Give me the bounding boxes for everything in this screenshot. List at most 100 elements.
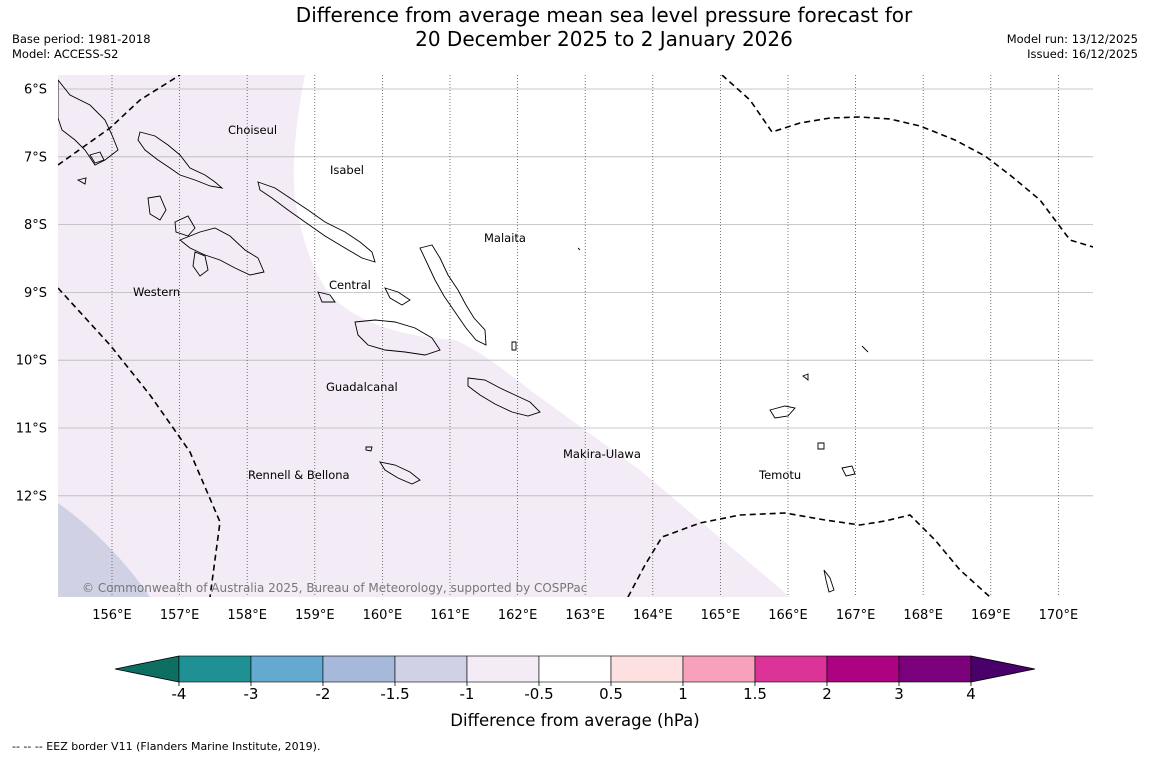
colorbar-bin xyxy=(754,655,828,683)
province-labels: Choiseul Isabel Malaita Western Central … xyxy=(133,123,801,482)
label-temotu: Temotu xyxy=(758,468,801,482)
lon-tick-label: 158°E xyxy=(227,608,267,623)
model-info: Base period: 1981-2018 Model: ACCESS-S2 xyxy=(12,32,151,62)
anomaly-region-minus-0.5 xyxy=(58,75,790,597)
colorbar-bin xyxy=(466,655,540,683)
eez-border-south xyxy=(627,512,991,597)
colorbar-label: Difference from average (hPa) xyxy=(450,711,699,730)
bellona-coast xyxy=(365,446,373,452)
colorbar-bin xyxy=(682,655,756,683)
eez-border-west xyxy=(58,287,221,597)
label-choiseul: Choiseul xyxy=(228,123,277,137)
label-guadalcanal: Guadalcanal xyxy=(326,380,398,394)
copyright-notice: © Commonwealth of Australia 2025, Bureau… xyxy=(82,581,587,595)
lat-tick-label: 9°S xyxy=(24,286,47,301)
longitude-gridlines xyxy=(111,75,1059,597)
lon-tick-label: 166°E xyxy=(768,608,808,623)
lon-tick-label: 161°E xyxy=(430,608,470,623)
isabel-coast xyxy=(257,181,376,263)
title-line-2: 20 December 2025 to 2 January 2026 xyxy=(415,27,793,51)
anuta-coast xyxy=(823,569,835,593)
anomaly-region-minus-1 xyxy=(58,503,150,597)
makira-coast xyxy=(467,377,541,417)
colorbar-tick-label: -4 xyxy=(172,685,187,703)
reef-islands-coast xyxy=(802,373,809,381)
lon-tick-label: 159°E xyxy=(295,608,335,623)
guadalcanal-coast xyxy=(354,319,441,356)
lon-tick-label: 157°E xyxy=(160,608,200,623)
label-isabel: Isabel xyxy=(330,163,364,177)
shortland-coast xyxy=(76,151,105,185)
latitude-gridlines xyxy=(58,88,1093,497)
colorbar-tick-label: 0.5 xyxy=(599,685,623,703)
colorbar-tick-label: -1 xyxy=(460,685,475,703)
lon-tick-label: 163°E xyxy=(565,608,605,623)
lat-tick-label: 8°S xyxy=(24,218,47,233)
label-makira-ulawa: Makira-Ulawa xyxy=(563,447,641,461)
model-name: Model: ACCESS-S2 xyxy=(12,47,119,61)
lat-tick-label: 7°S xyxy=(24,150,47,165)
rennell-small-coast xyxy=(577,247,581,251)
lon-tick-label: 168°E xyxy=(903,608,943,623)
ulawa-coast xyxy=(511,341,517,351)
coastlines xyxy=(58,79,869,593)
eez-border-north-west xyxy=(58,75,181,166)
lat-tick-label: 11°S xyxy=(16,422,47,437)
latitude-labels: 6°S 7°S 8°S 9°S 10°S 11°S 12°S xyxy=(16,83,47,505)
label-rennell-bellona: Rennell & Bellona xyxy=(248,468,350,482)
colorbar-extend-low xyxy=(114,655,180,683)
colorbar-tick-label: -1.5 xyxy=(380,685,409,703)
lon-tick-label: 165°E xyxy=(701,608,741,623)
florida-islands-coast xyxy=(317,287,411,306)
duff-islands-coast xyxy=(861,345,869,353)
run-info: Model run: 13/12/2025 Issued: 16/12/2025 xyxy=(1007,32,1138,62)
vanikoro-coast xyxy=(841,465,856,477)
lon-tick-label: 169°E xyxy=(971,608,1011,623)
model-run-date: Model run: 13/12/2025 xyxy=(1006,32,1138,46)
colorbar-bin xyxy=(250,655,324,683)
lon-tick-label: 162°E xyxy=(498,608,538,623)
lat-tick-label: 12°S xyxy=(16,489,47,504)
santa-cruz-coast xyxy=(769,405,796,419)
colorbar-tick-label: -2 xyxy=(316,685,331,703)
label-central: Central xyxy=(329,278,371,292)
base-period: Base period: 1981-2018 xyxy=(12,32,151,46)
map-area: Choiseul Isabel Malaita Western Central … xyxy=(58,75,1093,597)
bougainville-coast xyxy=(58,79,119,166)
malaita-coast xyxy=(419,244,487,346)
colorbar: -4 -3 -2 -1.5 -1 -0.5 0.5 1 1.5 2 3 4 xyxy=(114,655,1036,703)
colorbar-tick-label: 3 xyxy=(894,685,904,703)
eez-border-north-east xyxy=(721,75,1093,248)
rennell-coast xyxy=(379,461,421,485)
lat-tick-label: 6°S xyxy=(24,83,47,98)
lat-tick-label: 10°S xyxy=(16,354,47,369)
colorbar-tick-label: 1.5 xyxy=(743,685,767,703)
chart-title: Difference from average mean sea level p… xyxy=(0,3,1150,51)
colorbar-extend-high xyxy=(970,655,1036,683)
colorbar-bin xyxy=(538,655,612,683)
colorbar-bin xyxy=(394,655,468,683)
ranongga-coast xyxy=(192,251,209,277)
colorbar-bin xyxy=(610,655,684,683)
colorbar-tick-label: 4 xyxy=(966,685,976,703)
issued-date: Issued: 16/12/2025 xyxy=(1027,47,1138,61)
vella-lavella-coast xyxy=(147,195,167,221)
lon-tick-label: 160°E xyxy=(363,608,403,623)
colorbar-tick-label: 1 xyxy=(678,685,688,703)
lon-tick-label: 156°E xyxy=(92,608,132,623)
lon-tick-label: 167°E xyxy=(836,608,876,623)
colorbar-bin xyxy=(322,655,396,683)
lon-tick-label: 170°E xyxy=(1039,608,1079,623)
title-line-1: Difference from average mean sea level p… xyxy=(295,3,913,27)
eez-footnote: -- -- -- EEZ border V11 (Flanders Marine… xyxy=(12,740,321,753)
colorbar-bin xyxy=(178,655,252,683)
eez-borders xyxy=(58,75,1093,597)
new-georgia-coast xyxy=(174,215,265,276)
colorbar-tick-label: 2 xyxy=(822,685,832,703)
longitude-labels: 156°E 157°E 158°E 159°E 160°E 161°E 162°E 163°E… xyxy=(92,608,1078,623)
label-malaita: Malaita xyxy=(484,231,526,245)
lon-tick-label: 164°E xyxy=(633,608,673,623)
colorbar-bin xyxy=(826,655,900,683)
choiseul-coast xyxy=(137,131,224,189)
